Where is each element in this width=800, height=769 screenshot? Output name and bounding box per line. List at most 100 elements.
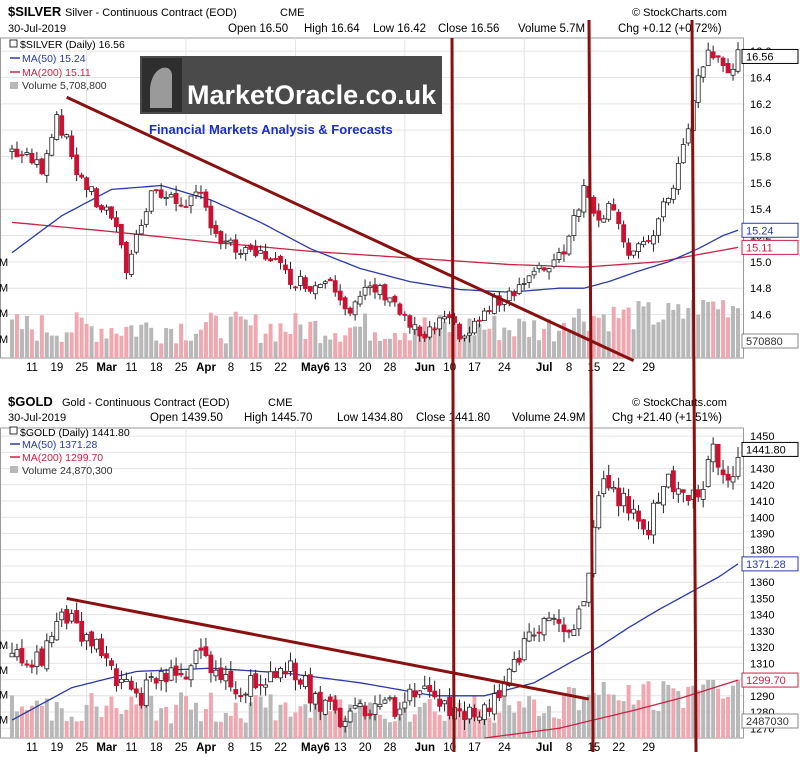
volume-bar [691, 685, 696, 738]
ma50-line [11, 184, 739, 293]
candle-body [442, 316, 448, 320]
candle-body [422, 333, 428, 339]
silver-high: High 16.64 [304, 23, 360, 35]
volume-bar [363, 715, 368, 738]
candle [118, 223, 124, 249]
candle [596, 203, 602, 228]
candle [69, 130, 75, 160]
volume-bar [731, 685, 736, 738]
volume-bar [228, 316, 233, 358]
candle-body [163, 672, 169, 683]
candle-body [551, 259, 557, 267]
candle-body [153, 189, 159, 192]
candle [278, 254, 283, 270]
volume-bar [407, 340, 412, 358]
volume-bar [711, 680, 716, 738]
volume-bar [377, 714, 382, 738]
volume-bar [114, 708, 119, 738]
volume-bar [726, 696, 731, 738]
x-tick-label: 19 [50, 362, 63, 374]
volume-bar [576, 308, 581, 358]
volume-bar [134, 704, 139, 738]
volume-bar [24, 709, 29, 738]
volume-bar [69, 716, 74, 738]
candle-body [417, 690, 423, 695]
volume-tag: 2487030 [746, 716, 789, 728]
candle-body [561, 624, 567, 633]
candle [412, 682, 418, 707]
candle-body [631, 508, 636, 514]
candle [581, 601, 587, 607]
candle-body [596, 495, 602, 529]
volume-bar [368, 702, 373, 738]
volume-bar [387, 722, 392, 738]
candle-body [710, 51, 716, 59]
candle-body [665, 197, 671, 204]
candle-body [467, 706, 472, 720]
gold-panel: 1450144014301420141014001390138013701360… [0, 427, 799, 754]
volume-axis-mark: M [0, 690, 8, 702]
volume-bar [94, 706, 99, 738]
volume-bar [263, 333, 268, 358]
candle-body [188, 665, 194, 681]
volume-bar [621, 701, 626, 738]
candle-body [491, 296, 497, 314]
ma50-line [11, 563, 739, 721]
candle-body [148, 190, 154, 212]
volume-bar [487, 328, 492, 358]
volume-bar [79, 720, 84, 738]
candle [114, 210, 119, 233]
x-tick-label: 28 [384, 362, 397, 374]
volume-bar [611, 306, 616, 358]
candle-body [84, 634, 89, 642]
candle-body [481, 310, 487, 322]
candle [700, 481, 706, 508]
candle [551, 614, 557, 626]
candle-body [302, 277, 308, 289]
volume-bar [626, 307, 631, 358]
volume-bar [184, 696, 189, 738]
volume-bar [39, 315, 44, 358]
candle-body [715, 444, 721, 468]
candle [123, 672, 129, 682]
candle-body [352, 301, 358, 316]
volume-bar [49, 720, 54, 738]
volume-bar [288, 716, 293, 738]
stockcharts-brand-bottom: © StockCharts.com [632, 397, 727, 409]
volume-bar [373, 332, 377, 358]
candles [9, 42, 741, 343]
candle-body [158, 189, 164, 198]
candle [491, 684, 497, 721]
candle [288, 261, 293, 290]
volume-bar [303, 704, 308, 738]
candle-body [233, 239, 239, 253]
candle-body [611, 487, 617, 490]
volume-bar [686, 686, 691, 738]
candle-body [735, 457, 741, 477]
volume-bar [318, 343, 323, 358]
candle [670, 465, 676, 500]
candle [332, 695, 338, 714]
candle-body [342, 721, 348, 727]
volume-bar [542, 329, 547, 358]
candle [79, 172, 85, 179]
candle [715, 55, 721, 63]
candle-body [49, 635, 55, 644]
candle-body [9, 652, 15, 658]
candle-body [670, 187, 676, 200]
candle [352, 697, 358, 710]
candle [59, 108, 65, 139]
candle-body [730, 476, 736, 483]
candle [526, 623, 532, 643]
candle-body [651, 502, 656, 536]
volume-bar [412, 714, 417, 738]
volume-bar [522, 707, 527, 738]
volume-bar [129, 325, 134, 358]
candle [457, 322, 462, 342]
candle-body [442, 700, 448, 705]
volume-bar [701, 300, 706, 358]
candle-body [248, 675, 254, 697]
candle-body [536, 264, 542, 270]
volume-bar [477, 323, 482, 358]
